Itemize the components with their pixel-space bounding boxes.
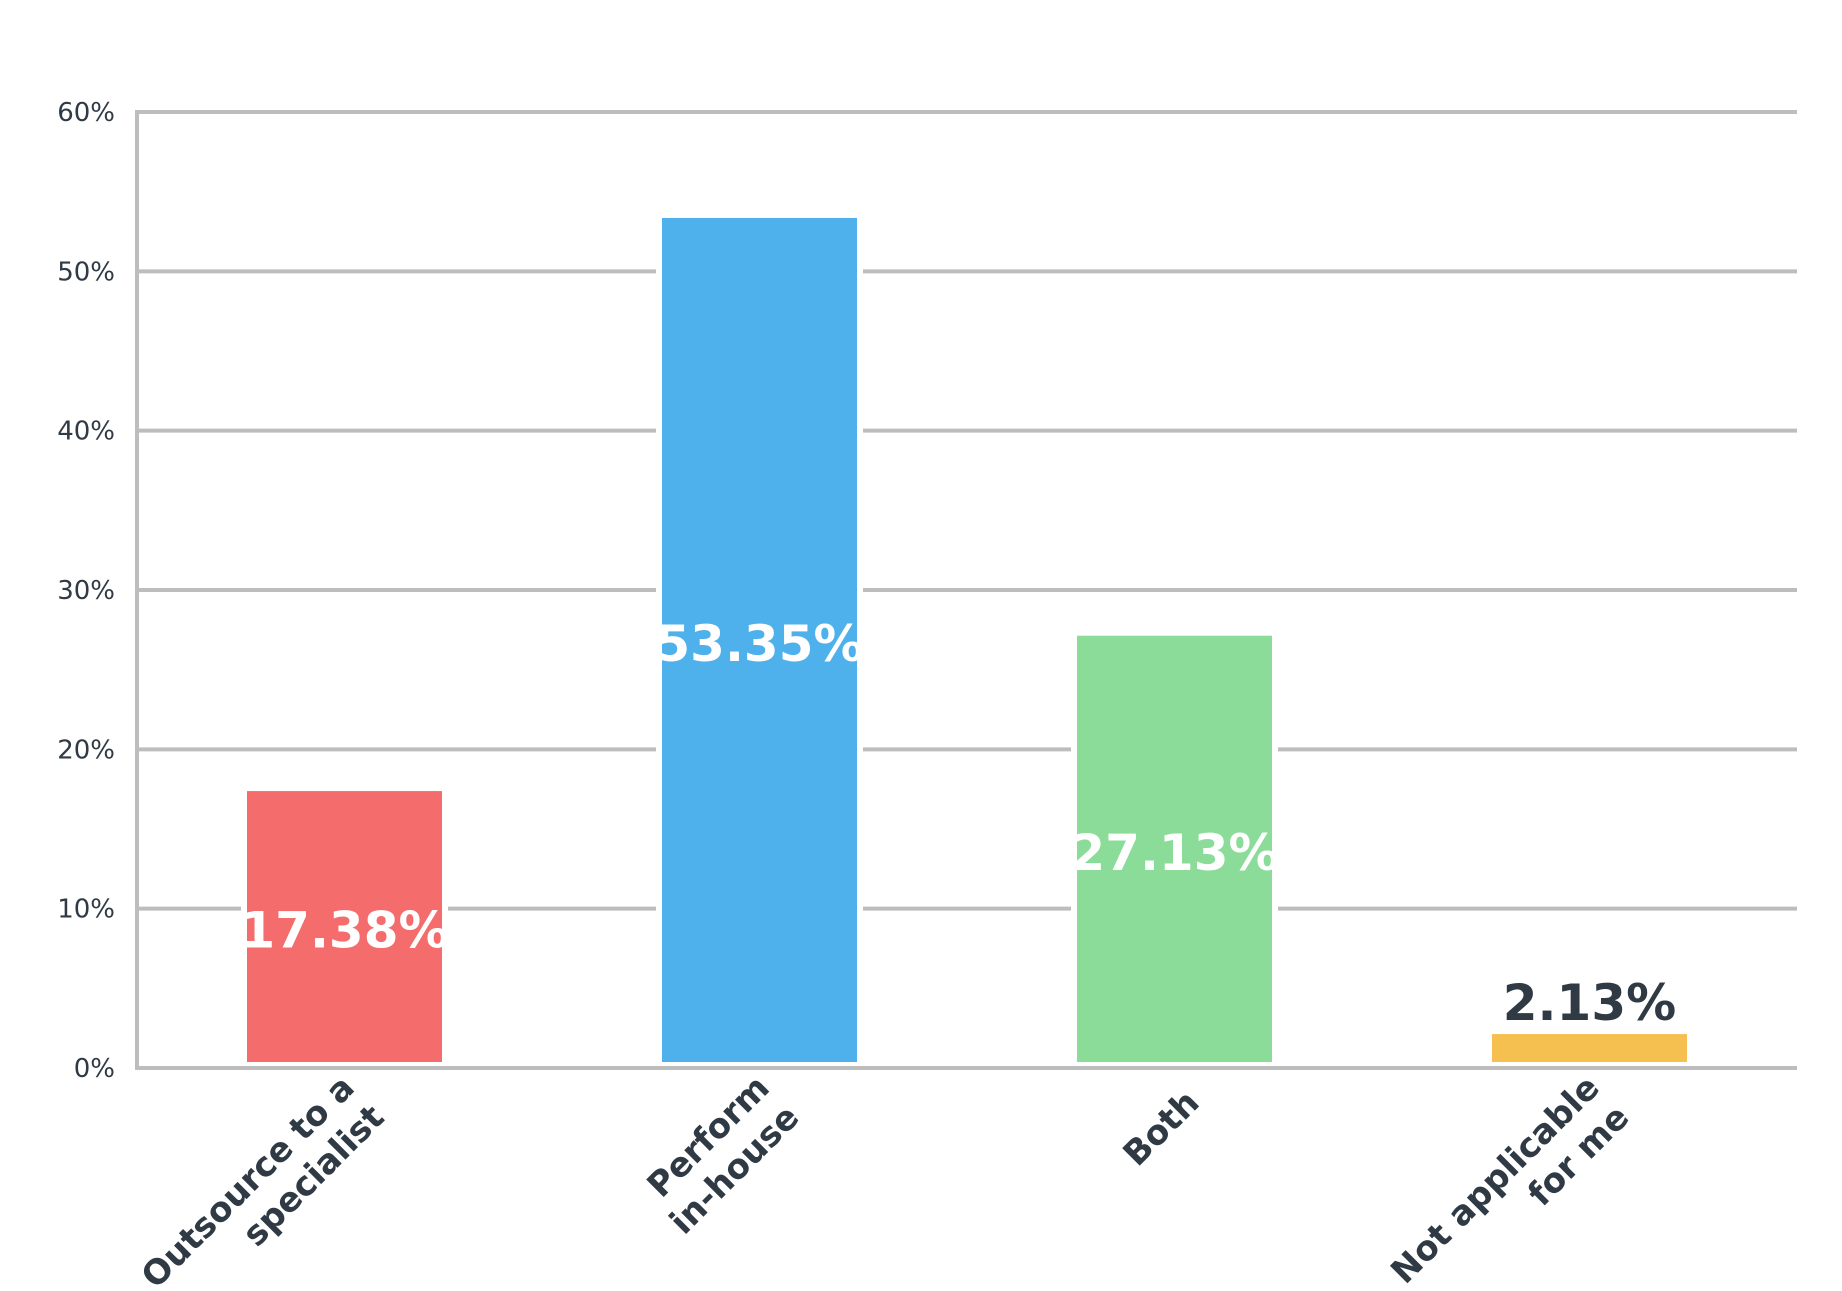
category-label: Outsource to aspecialist <box>134 1068 392 1291</box>
y-tick-label: 10% <box>57 895 115 925</box>
y-tick-label: 0% <box>74 1054 115 1084</box>
category-label: Both <box>1116 1083 1208 1175</box>
category-label-text: Outsource to aspecialist <box>134 1068 392 1291</box>
category-label-line: Both <box>1116 1083 1208 1175</box>
bar <box>247 791 442 1062</box>
y-tick-label: 50% <box>57 257 115 287</box>
y-tick-label: 30% <box>57 576 115 606</box>
category-label-text: Both <box>1116 1083 1208 1175</box>
value-label: 2.13% <box>1503 974 1676 1032</box>
bar <box>1492 1034 1687 1062</box>
bars <box>241 217 1693 1068</box>
value-label: 17.38% <box>240 902 448 960</box>
category-label: Not applicablefor me <box>1383 1068 1637 1291</box>
x-axis-categories: Outsource to aspecialist Performin-house B… <box>134 1068 1637 1291</box>
axes <box>135 110 1797 1070</box>
y-tick-label: 20% <box>57 735 115 765</box>
value-label: 27.13% <box>1070 824 1278 882</box>
gridlines <box>137 110 1797 911</box>
value-labels: 17.38% 53.35% 27.13% 2.13% <box>240 615 1676 1032</box>
value-label: 53.35% <box>655 615 863 673</box>
category-label-text: Performin-house <box>633 1068 808 1243</box>
bar <box>1077 635 1272 1062</box>
category-label-text: Not applicablefor me <box>1383 1068 1637 1291</box>
y-axis-ticks: 0% 10% 20% 30% 40% 50% 60% <box>57 98 115 1084</box>
bar <box>662 217 857 1062</box>
category-label: Performin-house <box>633 1068 808 1243</box>
y-tick-label: 40% <box>57 417 115 447</box>
y-tick-label: 60% <box>57 98 115 128</box>
